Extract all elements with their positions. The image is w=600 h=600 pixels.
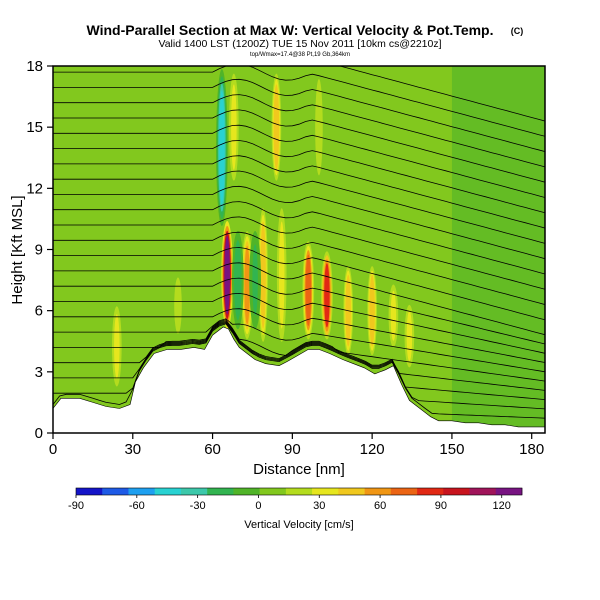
isentrope-group [53,66,545,419]
downdraft-band-0 [219,90,225,205]
colorbar-segment-1 [102,488,129,495]
isentrope-2 [53,321,545,400]
x-tick-label-150: 150 [439,441,464,458]
updraft-band-14 [316,84,322,170]
updraft-band-1 [244,245,250,325]
isentrope-10 [53,247,545,321]
chart-title: Wind-Parallel Section at Max W: Vertical… [86,22,493,38]
colorbar-segment-12 [390,488,418,495]
x-tick-label-0: 0 [49,441,57,458]
x-axis-label: Distance [nm] [253,461,345,478]
y-tick-label-15: 15 [26,119,43,136]
x-axis: 0 30 60 90 120 150 180 [49,433,544,458]
x-tick-label-90: 90 [284,441,301,458]
isentrope-13 [53,201,545,275]
colorbar: -90 -60 -30 0 30 60 90 120 [68,487,523,512]
copyright-mark: (C) [511,26,524,36]
field-region-east [451,66,545,433]
isentrope-17 [53,140,545,214]
isentrope-22 [53,66,545,137]
colorbar-tick-label-60: 60 [374,500,386,512]
isentrope-11 [53,231,545,305]
isentrope-4 [53,319,545,382]
colorbar-segment-8 [285,488,313,495]
colorbar-segment-5 [207,488,234,495]
x-tick-label-180: 180 [519,441,544,458]
updraft-band-8 [390,290,397,341]
colorbar-tick-label-30: 30 [313,500,325,512]
isentrope-1 [53,322,545,410]
isentrope-8 [53,277,545,345]
y-tick-label-9: 9 [35,242,43,259]
colorbar-tick-label-120: 120 [493,500,511,512]
colorbar-segment-13 [417,488,444,495]
downdraft-band-1 [235,244,241,316]
isentrope-5 [53,318,545,373]
colorbar-tick-label--60: -60 [129,500,145,512]
colorbar-segment-10 [338,488,365,495]
isentrope-12 [53,216,545,290]
x-tick-label-30: 30 [124,441,141,458]
y-tick-label-18: 18 [26,58,43,75]
colorbar-segment-16 [495,488,523,495]
colorbar-segment-11 [364,488,392,495]
isentrope-19 [53,109,545,183]
colorbar-segment-2 [128,488,156,495]
colorbar-segment-3 [154,488,182,495]
x-tick-label-60: 60 [204,441,221,458]
isentrope-14 [53,185,545,260]
isentrope-23 [338,66,545,122]
updraft-band-5 [324,263,330,328]
updraft-band-0 [224,235,230,315]
isentrope-15 [53,170,545,244]
updraft-band-7 [369,274,375,347]
updraft-band-11 [175,280,181,331]
chart-subtitle-2: top/Wmax=17.4@38 Pt,19 Gb,364km [250,52,350,58]
plot-area [53,66,545,433]
isentrope-16 [53,155,545,229]
colorbar-tick-label-0: 0 [255,500,261,512]
colorbar-segment-0 [76,488,103,495]
isentrope-21 [53,78,545,152]
colorbar-segment-6 [233,488,260,495]
isentrope-6 [53,308,545,363]
colorbar-segment-14 [443,488,470,495]
colorbar-segment-7 [259,488,287,495]
downdraft-band-2 [252,244,258,316]
isentrope-20 [53,94,545,168]
updraft-band-12 [273,84,280,170]
chart-subtitle: Valid 1400 LST (1200Z) TUE 15 Nov 2011 [… [158,38,441,50]
updraft-band-4 [305,254,312,326]
isentrope-7 [53,292,545,354]
colorbar-segment-9 [312,488,339,495]
updraft-band-10 [114,314,120,379]
isentrope-18 [53,124,545,198]
terrain [53,326,545,433]
updraft-band-2 [260,221,266,329]
colorbar-tick-label-90: 90 [435,500,447,512]
updraft-band-3 [278,221,285,329]
isentrope-3 [53,320,545,391]
colorbar-segment-15 [469,488,497,495]
colorbar-frame [75,487,523,496]
colorbar-label: Vertical Velocity [cm/s] [244,519,353,531]
y-axis: 0 3 6 9 12 15 18 [26,58,53,442]
x-tick-label-120: 120 [360,441,385,458]
colorbar-tick-label--30: -30 [190,500,206,512]
y-tick-label-0: 0 [35,425,43,442]
y-tick-label-3: 3 [35,364,43,381]
updraft-band-13 [231,84,237,170]
y-tick-label-12: 12 [26,180,43,197]
y-axis-label: Height [Kft MSL] [9,195,26,304]
colorbar-tick-label--90: -90 [68,500,84,512]
isentrope-9 [53,262,545,336]
colorbar-segment-4 [180,488,208,495]
y-tick-label-6: 6 [35,303,43,320]
